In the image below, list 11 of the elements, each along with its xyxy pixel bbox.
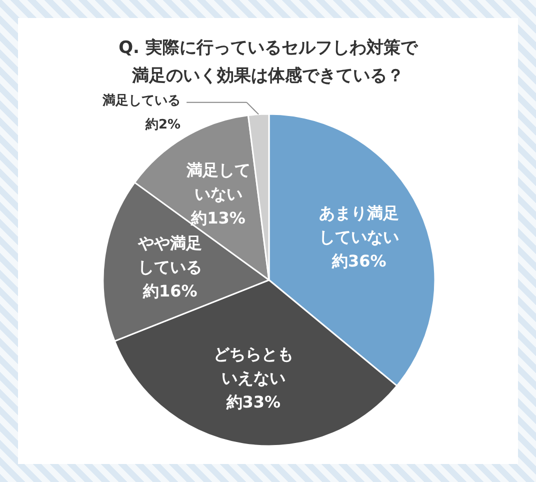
- chart-title: Q. 実際に行っているセルフしわ対策で満足のいく効果は体感できている？: [118, 38, 418, 86]
- data-label: 約13%: [190, 208, 246, 228]
- data-label: 約36%: [330, 252, 386, 271]
- data-label: 約33%: [225, 392, 281, 412]
- slice-label: 満足している: [102, 93, 181, 108]
- data-label: 約16%: [142, 282, 198, 301]
- slice-label: あまり満足していない: [319, 204, 400, 247]
- slice-label: やや満足している: [137, 234, 202, 277]
- slice-label: 満足していない: [185, 160, 250, 204]
- data-label: 約2%: [144, 117, 181, 132]
- slice-label: どちらともいえない: [213, 344, 294, 388]
